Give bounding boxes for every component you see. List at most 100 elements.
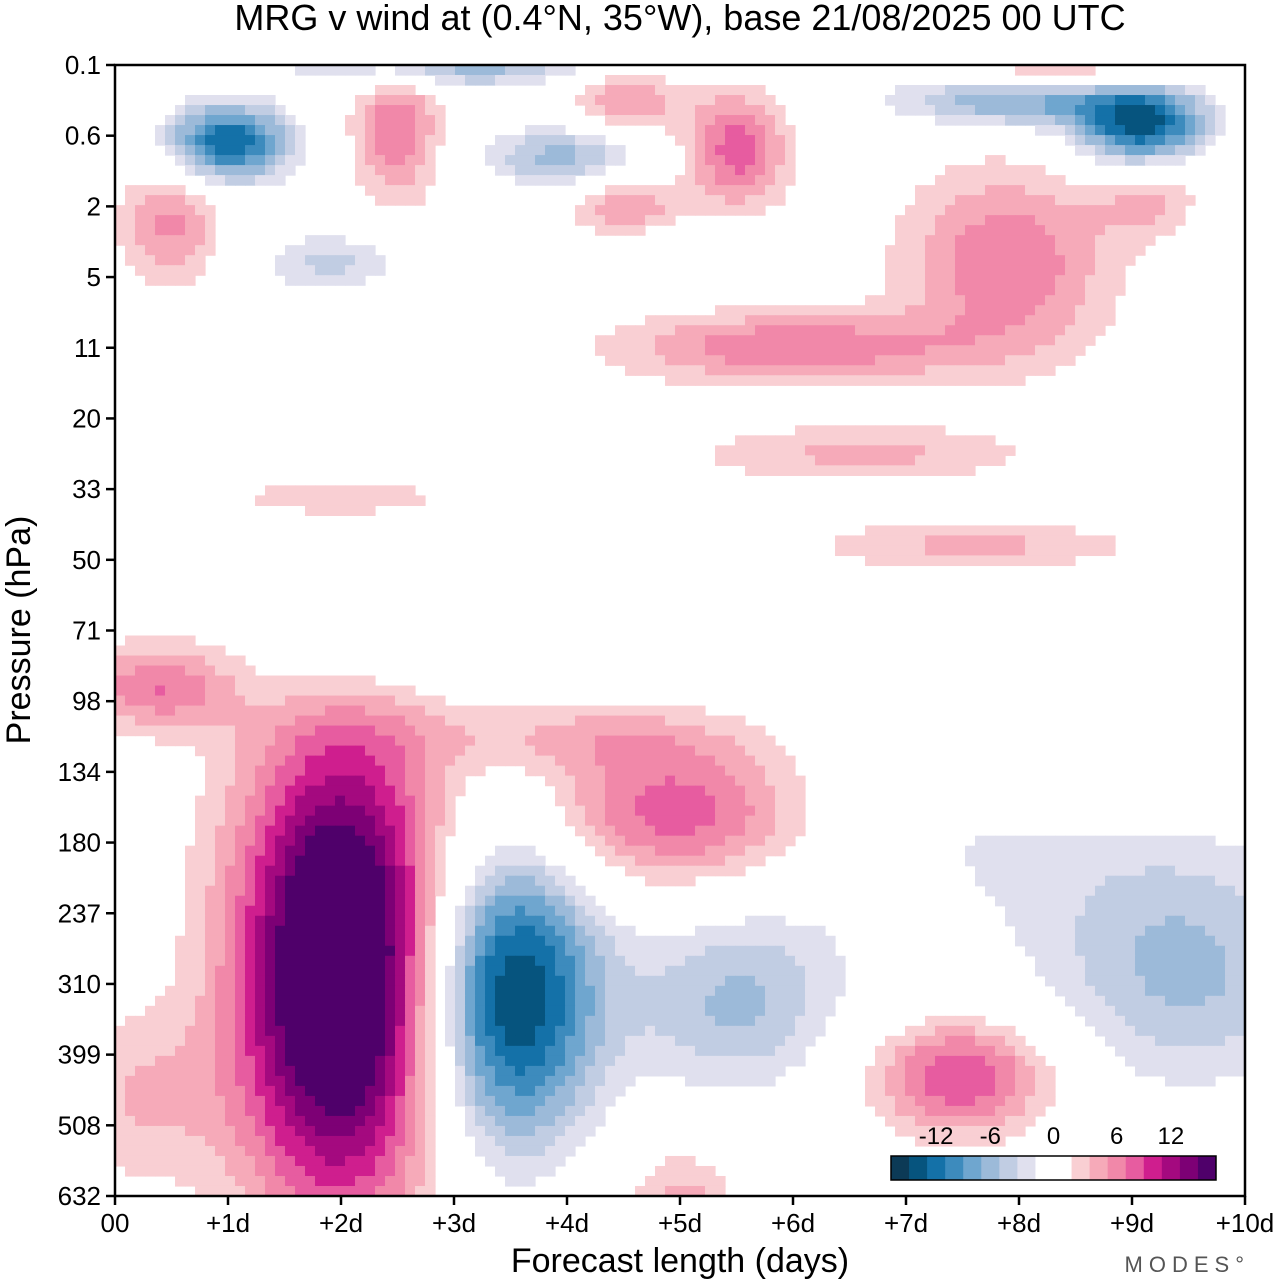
field-cell bbox=[375, 485, 386, 496]
field-cell bbox=[1215, 985, 1226, 997]
field-cell bbox=[985, 545, 996, 557]
field-cell bbox=[785, 975, 796, 987]
field-cell bbox=[345, 995, 356, 1007]
field-cell bbox=[265, 875, 276, 887]
field-cell bbox=[715, 335, 726, 346]
field-cell bbox=[115, 1045, 126, 1057]
field-cell bbox=[645, 795, 656, 807]
field-cell bbox=[885, 1105, 896, 1117]
field-cell bbox=[345, 915, 356, 927]
field-cell bbox=[255, 895, 266, 907]
field-cell bbox=[995, 535, 1006, 547]
field-cell bbox=[375, 155, 386, 166]
field-cell bbox=[1075, 915, 1086, 927]
field-cell bbox=[335, 905, 346, 917]
field-cell bbox=[1155, 1065, 1166, 1077]
field-cell bbox=[895, 1065, 906, 1077]
field-cell bbox=[1215, 875, 1226, 887]
field-cell bbox=[465, 1125, 476, 1137]
field-cell bbox=[1155, 985, 1166, 997]
field-cell bbox=[325, 235, 336, 246]
field-cell bbox=[565, 765, 576, 777]
field-cell bbox=[405, 1075, 416, 1087]
field-cell bbox=[555, 1025, 566, 1037]
field-cell bbox=[295, 775, 306, 787]
field-cell bbox=[695, 95, 706, 106]
field-cell bbox=[535, 725, 546, 737]
field-cell bbox=[1235, 875, 1245, 887]
field-cell bbox=[605, 945, 616, 957]
field-cell bbox=[645, 805, 656, 817]
field-cell bbox=[195, 965, 206, 977]
field-cell bbox=[965, 195, 976, 206]
field-cell bbox=[995, 365, 1006, 376]
field-cell bbox=[545, 885, 556, 897]
field-cell bbox=[775, 845, 786, 857]
field-cell bbox=[165, 995, 176, 1007]
field-cell bbox=[1035, 295, 1046, 306]
field-cell bbox=[205, 1115, 216, 1127]
field-cell bbox=[905, 365, 916, 376]
field-cell bbox=[345, 805, 356, 817]
field-cell bbox=[1055, 525, 1066, 537]
field-cell bbox=[165, 1035, 176, 1047]
field-cell bbox=[1015, 525, 1026, 537]
field-cell bbox=[255, 1065, 266, 1077]
field-cell bbox=[895, 355, 906, 366]
field-cell bbox=[785, 755, 796, 767]
field-cell bbox=[865, 305, 876, 316]
field-cell bbox=[615, 995, 626, 1007]
field-cell bbox=[255, 765, 266, 777]
field-cell bbox=[165, 235, 176, 246]
field-cell bbox=[1145, 875, 1156, 887]
field-cell bbox=[325, 925, 336, 937]
field-cell bbox=[265, 795, 276, 807]
field-cell bbox=[375, 1075, 386, 1087]
field-cell bbox=[655, 1035, 666, 1047]
field-cell bbox=[925, 545, 936, 557]
field-cell bbox=[235, 745, 246, 757]
field-cell bbox=[975, 295, 986, 306]
field-cell bbox=[275, 875, 286, 887]
field-cell bbox=[445, 805, 456, 817]
field-cell bbox=[775, 1055, 786, 1067]
field-cell bbox=[715, 755, 726, 767]
field-cell bbox=[185, 975, 196, 987]
field-cell bbox=[675, 315, 686, 326]
field-cell bbox=[685, 195, 696, 206]
field-cell bbox=[425, 745, 436, 757]
field-cell bbox=[165, 255, 176, 266]
field-cell bbox=[395, 145, 406, 156]
field-cell bbox=[505, 845, 516, 857]
field-cell bbox=[645, 775, 656, 787]
field-cell bbox=[875, 1105, 886, 1117]
field-cell bbox=[265, 1065, 276, 1077]
field-cell bbox=[975, 225, 986, 236]
field-cell bbox=[665, 845, 676, 857]
field-cell bbox=[1025, 925, 1036, 937]
field-cell bbox=[215, 895, 226, 907]
field-cell bbox=[435, 105, 446, 116]
field-cell bbox=[1145, 965, 1156, 977]
field-cell bbox=[635, 1065, 646, 1077]
field-cell bbox=[415, 875, 426, 887]
field-cell bbox=[525, 175, 536, 186]
field-cell bbox=[1195, 955, 1206, 967]
field-cell bbox=[285, 865, 296, 877]
field-cell bbox=[1075, 885, 1086, 897]
field-cell bbox=[255, 1095, 266, 1107]
field-cell bbox=[1095, 135, 1106, 146]
field-cell bbox=[215, 825, 226, 837]
field-cell bbox=[655, 845, 666, 857]
field-cell bbox=[885, 455, 896, 466]
field-cell bbox=[785, 1045, 796, 1057]
field-cell bbox=[705, 735, 716, 747]
field-cell bbox=[965, 285, 976, 296]
field-cell bbox=[775, 435, 786, 446]
field-cell bbox=[715, 935, 726, 947]
field-cell bbox=[735, 355, 746, 366]
field-cell bbox=[625, 775, 636, 787]
field-cell bbox=[1055, 315, 1066, 326]
field-cell bbox=[275, 1005, 286, 1017]
field-cell bbox=[745, 95, 756, 106]
